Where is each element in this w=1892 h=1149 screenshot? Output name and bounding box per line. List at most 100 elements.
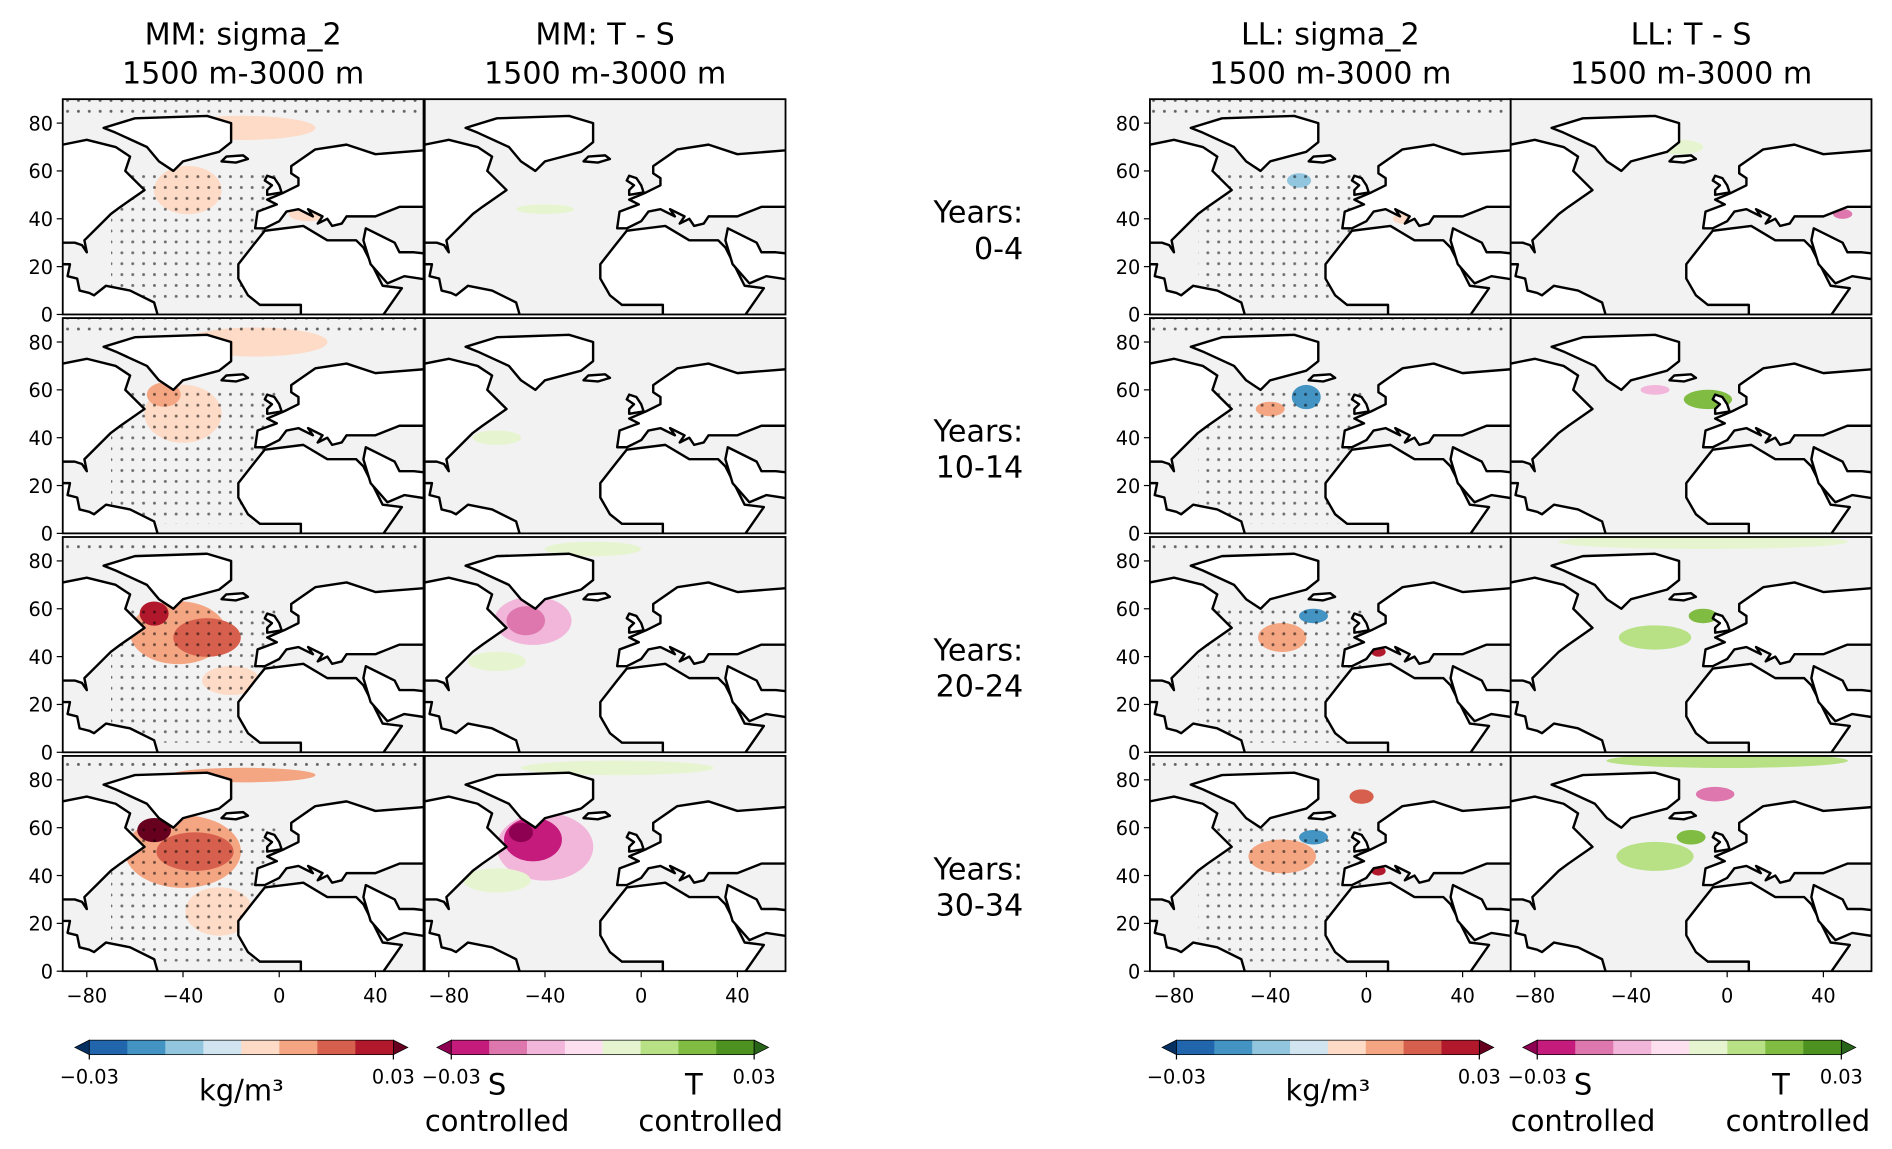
land [1149,263,1247,315]
colorbar-label: controlled [425,1104,570,1138]
land [464,114,595,173]
y-tick-label: 0 [41,742,53,765]
land [362,664,424,723]
map-content [1149,755,1511,972]
land [1668,154,1698,164]
colorbar-cell [526,1040,566,1055]
land [625,612,645,634]
row-label: Years: [933,196,1024,231]
colorbar-cell [317,1040,356,1055]
y-tick-label: 20 [1116,256,1141,279]
row-label: 20-24 [936,670,1024,705]
land [102,552,233,610]
colorbar-extend [435,1039,452,1056]
land [62,576,146,692]
anomaly-patch [1616,841,1694,871]
colorbar-tick-label: 0.03 [372,1066,415,1089]
land [1510,919,1607,972]
land [220,592,250,602]
colorbar-extend [393,1039,409,1056]
y-tick-label: 40 [29,865,54,888]
land [1341,800,1511,887]
land [615,362,786,449]
land [724,664,786,723]
land [1550,552,1681,610]
map-panel [1509,536,1873,754]
y-tick-label: 40 [29,208,54,231]
land [1810,227,1872,285]
y-tick-label: 60 [29,817,54,840]
land [263,393,283,415]
land [464,333,595,392]
colorbar-cell [602,1040,642,1055]
land [362,227,424,285]
land [1149,795,1233,911]
land [1810,446,1872,504]
land [62,138,146,254]
land [1685,443,1852,534]
colorbar-frame [1176,1039,1480,1056]
colorbar-cell [203,1040,242,1055]
anomaly-patch [472,430,522,445]
y-tick-label: 0 [41,523,53,546]
land [464,552,595,610]
anomaly-patch [463,868,531,893]
land [582,592,612,602]
colorbar-cell [1214,1040,1253,1055]
colorbar-label: T [684,1068,703,1102]
row-label: Years: [933,414,1024,449]
colorbar-cell [1803,1040,1842,1055]
colorbar-cell [1327,1040,1367,1055]
map-content [62,537,424,753]
land [263,612,283,634]
colorbar-cell [640,1040,680,1055]
land [253,143,424,230]
row-label: Years: [933,852,1024,887]
land [62,700,159,753]
land [424,357,508,473]
y-tick-label: 20 [29,475,54,498]
land [724,227,786,285]
land [1350,174,1371,197]
land [220,373,250,383]
row-label: 30-34 [936,889,1024,924]
x-tick-label: 0 [1721,985,1733,1008]
column-title: 1500 m-3000 m [122,56,364,91]
colorbar-frame [450,1039,755,1056]
y-tick-label: 40 [1116,208,1141,231]
land [1189,333,1320,392]
colorbar-label: controlled [1726,1104,1871,1138]
map-content [1510,755,1872,972]
map-content [424,537,786,753]
x-tick-label: 40 [725,985,750,1008]
stippling [62,99,424,117]
panel-frame [61,536,425,754]
land [1341,362,1511,449]
land [362,883,424,942]
panel-frame [1509,536,1873,754]
anomaly-patch [506,606,546,636]
land [102,114,233,173]
colorbar-tick-label: 0.03 [1458,1066,1501,1089]
map-panel: 0 20 40 60 80 [1116,536,1512,765]
anomaly-patch [1640,385,1670,395]
colorbar-cell [355,1040,394,1055]
colorbar-tick-label: −0.03 [1147,1066,1206,1089]
y-tick-label: 80 [29,769,54,792]
land [599,224,766,315]
land [220,154,250,164]
land [1550,771,1681,829]
colorbar-cell [165,1040,204,1055]
land [424,795,508,911]
colorbar-label: S [488,1068,506,1102]
y-tick-label: 80 [1116,112,1141,135]
colorbar-cell [1727,1040,1766,1055]
map-panel [423,98,787,316]
land [424,263,521,315]
y-tick-label: 40 [29,427,54,450]
y-tick-label: 60 [1116,160,1141,183]
colorbar-cell [1176,1040,1215,1055]
row-label: Years: [933,633,1024,668]
land [1449,227,1511,285]
